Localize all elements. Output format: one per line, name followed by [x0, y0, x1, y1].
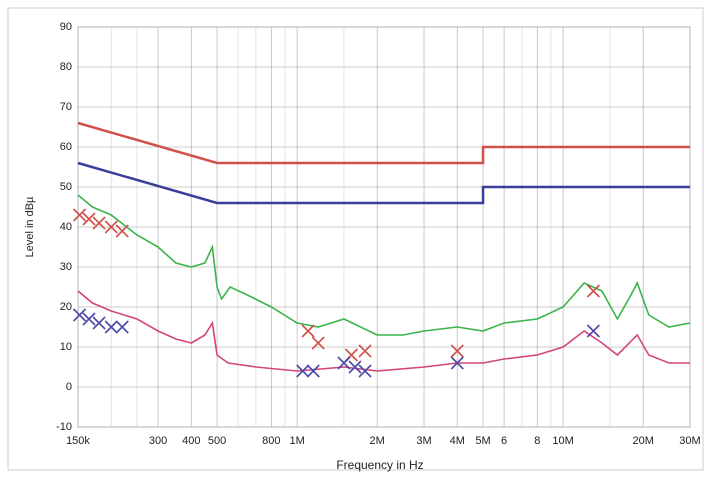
- cross-marker: [82, 312, 96, 326]
- y-tick-label: 40: [60, 221, 72, 233]
- y-axis-label: Level in dBµ: [24, 196, 36, 257]
- outer-frame: [7, 7, 704, 471]
- y-tick-label: 60: [60, 141, 72, 153]
- y-tick-label: 0: [66, 381, 72, 393]
- x-tick-label: 1M: [289, 435, 304, 447]
- y-tick-label: 70: [60, 101, 72, 113]
- x-tick-label: 500: [208, 435, 226, 447]
- cross-marker: [586, 324, 600, 338]
- x-tick-label: 4M: [450, 435, 465, 447]
- cross-marker: [348, 360, 362, 374]
- y-tick-label: 80: [60, 61, 72, 73]
- cross-marker: [296, 364, 310, 378]
- cross-marker: [72, 208, 87, 222]
- x-tick-label: 3M: [416, 435, 431, 447]
- x-tick-label: 400: [182, 435, 200, 447]
- y-tick-label: -10: [56, 421, 72, 433]
- cross-marker: [311, 336, 325, 350]
- x-axis-label: Frequency in Hz: [336, 458, 423, 472]
- cross-marker: [358, 364, 372, 378]
- trace: [77, 161, 690, 205]
- cross-marker: [104, 320, 118, 334]
- y-tick-label: 90: [60, 21, 72, 33]
- y-tick-label: 10: [60, 341, 72, 353]
- cross-marker: [92, 216, 106, 230]
- x-tick-label: 5M: [475, 435, 490, 447]
- x-tick-label: 8: [534, 435, 540, 447]
- y-tick-label: 20: [60, 301, 72, 313]
- x-tick-label: 6: [501, 435, 507, 447]
- cross-marker: [104, 220, 118, 234]
- cross-marker: [115, 320, 129, 334]
- cross-marker: [337, 356, 351, 370]
- cross-marker: [92, 316, 106, 330]
- x-tick-label: 800: [262, 435, 280, 447]
- cross-marker: [450, 344, 464, 358]
- trace: [77, 194, 691, 336]
- y-tick-label: 50: [60, 181, 72, 193]
- x-tick-label: 30M: [679, 435, 700, 447]
- cross-marker: [301, 324, 315, 338]
- x-tick-label: 300: [149, 435, 167, 447]
- y-tick-label: 30: [60, 261, 72, 273]
- trace: [77, 290, 690, 372]
- cross-marker: [72, 308, 87, 322]
- cross-marker: [82, 212, 96, 226]
- trace: [77, 121, 690, 165]
- cross-marker: [358, 344, 372, 358]
- cross-marker: [115, 224, 129, 238]
- x-tick-label: 10M: [552, 435, 573, 447]
- cross-marker: [450, 356, 464, 370]
- x-tick-label: 20M: [632, 435, 653, 447]
- cross-marker: [586, 284, 600, 298]
- cross-marker: [306, 364, 320, 378]
- x-tick-label: 2M: [370, 435, 385, 447]
- x-tick-label: 150k: [66, 435, 90, 447]
